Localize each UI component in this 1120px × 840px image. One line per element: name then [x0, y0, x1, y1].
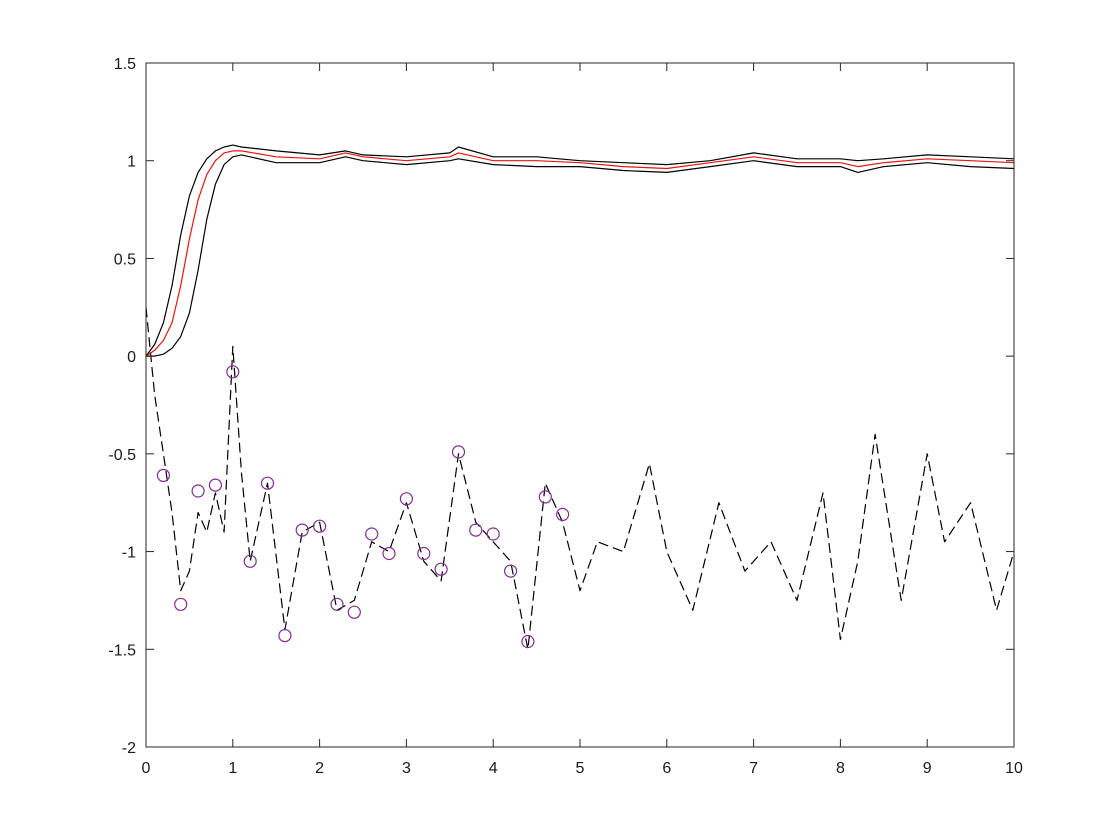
- marker-point: [295, 523, 309, 537]
- y-tick-label: -1: [122, 545, 136, 562]
- y-tick-label: -1.5: [108, 642, 136, 659]
- series-layer: [145, 144, 1015, 650]
- x-tick-label: 1: [228, 760, 237, 777]
- x-tick-label: 9: [923, 760, 932, 777]
- marker-point: [226, 365, 240, 379]
- marker-point: [243, 554, 257, 568]
- marker-point: [208, 478, 222, 492]
- marker-point: [417, 546, 431, 561]
- x-tick-label: 2: [315, 760, 324, 777]
- x-tick-label: 4: [489, 760, 498, 777]
- y-tick-label: 1: [127, 154, 136, 171]
- x-axis: 0 1 2 3 4 5 6 7 8 9 10: [142, 63, 1023, 777]
- y-axis: -2 -1.5 -1 -0.5 0 0.5 1 1.5: [108, 56, 1014, 757]
- marker-point: [521, 634, 535, 649]
- x-tick-label: 7: [749, 760, 758, 777]
- marker-point: [486, 527, 500, 541]
- marker-point: [191, 484, 205, 498]
- marker-point: [469, 523, 483, 537]
- x-tick-label: 3: [402, 760, 411, 777]
- marker-layer: [156, 365, 570, 649]
- marker-point: [278, 628, 292, 643]
- plot-area: [146, 63, 1014, 747]
- y-tick-label: -2: [122, 740, 136, 757]
- x-tick-label: 8: [836, 760, 845, 777]
- y-tick-label: -0.5: [108, 447, 136, 464]
- marker-point: [504, 564, 518, 578]
- marker-point: [399, 492, 413, 506]
- marker-point: [434, 562, 448, 576]
- x-tick-label: 10: [1005, 760, 1023, 777]
- marker-point: [451, 445, 466, 459]
- marker-point: [174, 597, 188, 611]
- x-tick-label: 0: [142, 760, 151, 777]
- marker-point: [365, 527, 379, 541]
- mean-line: [145, 150, 1015, 357]
- y-tick-label: 1.5: [114, 56, 136, 73]
- x-tick-label: 6: [662, 760, 671, 777]
- marker-point: [538, 490, 552, 504]
- marker-point: [555, 507, 570, 522]
- marker-point: [313, 519, 327, 533]
- marker-point: [330, 597, 344, 611]
- y-tick-label: 0: [127, 349, 136, 366]
- x-tick-label: 5: [576, 760, 585, 777]
- upper-band-line: [145, 144, 1015, 357]
- marker-point: [347, 605, 361, 619]
- lower-band-line: [146, 154, 1015, 357]
- y-tick-label: 0.5: [114, 251, 136, 268]
- marker-point: [382, 546, 396, 561]
- marker-point: [260, 476, 275, 490]
- noisy-signal-line: [145, 307, 1015, 650]
- marker-point: [156, 468, 170, 482]
